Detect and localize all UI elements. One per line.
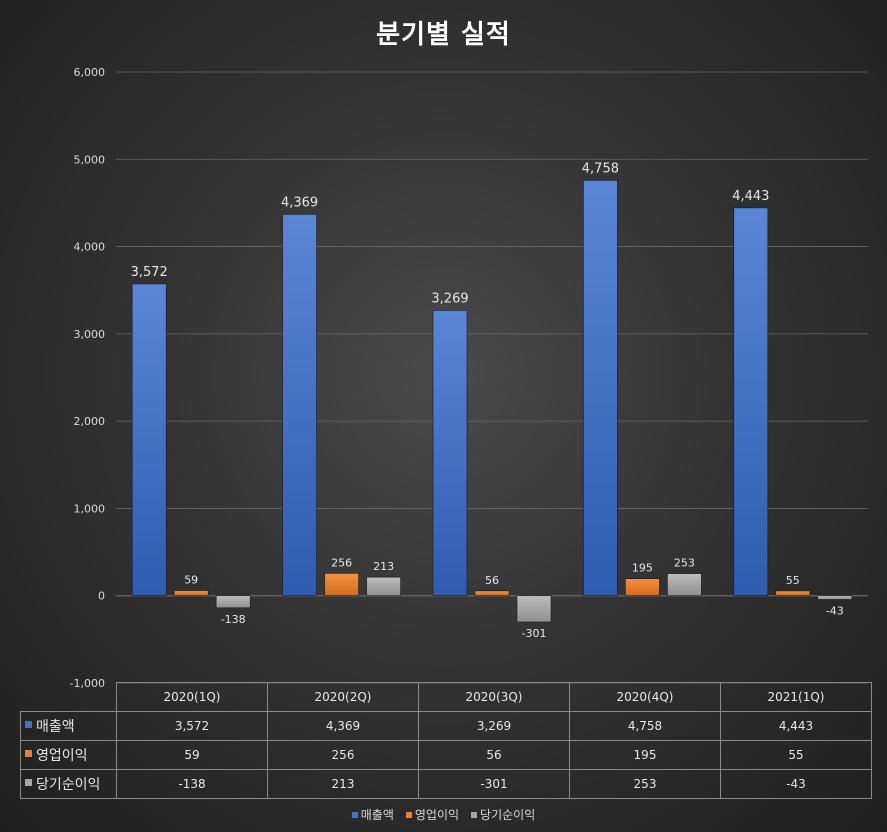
bar-series2-cat1: [366, 576, 401, 597]
series-swatch: [25, 778, 32, 786]
y-tick-label: 0: [98, 590, 105, 603]
legend-item: 영업이익: [405, 806, 460, 823]
data-label: 55: [786, 574, 800, 587]
legend-swatch: [405, 811, 412, 818]
table-cell: 256: [267, 740, 419, 770]
table-category-header: 2021(1Q): [720, 682, 872, 712]
y-tick-label: 1,000: [74, 502, 106, 515]
data-table: 2020(1Q) 2020(2Q) 2020(3Q) 2020(4Q) 2021(1Q)…: [20, 682, 872, 799]
table-row: 영업이익 59 256 56 195 55: [20, 740, 872, 770]
series-swatch: [25, 720, 32, 728]
bar-series0-cat4: [733, 207, 769, 597]
table-cell: -301: [418, 769, 570, 799]
data-label: 213: [373, 560, 394, 573]
data-label: 59: [184, 574, 198, 587]
bar-series0-cat2: [432, 310, 468, 597]
data-label: -43: [826, 604, 844, 617]
bar-series0-cat3: [583, 180, 618, 597]
table-cell: 3,572: [116, 711, 268, 741]
legend: 매출액 영업이익 당기순이익: [0, 806, 887, 823]
data-label: -301: [522, 627, 547, 640]
y-tick-label: 3,000: [74, 328, 106, 341]
table-cell: -138: [116, 769, 268, 799]
bar-series1-cat4: [775, 590, 811, 597]
legend-swatch: [471, 811, 478, 818]
bar-series0-cat1: [282, 214, 317, 597]
data-label: 195: [632, 562, 653, 575]
table-cell: 3,269: [418, 711, 570, 741]
legend-item: 당기순이익: [471, 806, 535, 823]
table-cell: 4,369: [267, 711, 419, 741]
data-label: 4,758: [582, 161, 619, 176]
table-row-label: 영업이익: [20, 740, 117, 770]
bar-series1-cat1: [324, 573, 359, 597]
table-category-header: 2020(1Q): [116, 682, 268, 712]
legend-item: 매출액: [351, 806, 394, 823]
bar-series2-cat4: [817, 595, 853, 600]
series-swatch: [25, 749, 32, 757]
bar-series0-cat0: [131, 283, 167, 597]
table-cell: -43: [720, 769, 872, 799]
table-category-header: 2020(2Q): [267, 682, 419, 712]
data-label: 256: [331, 556, 352, 569]
table-cell: 4,758: [569, 711, 721, 741]
y-tick-label: 4,000: [74, 241, 106, 254]
series-name: 영업이익: [36, 748, 88, 764]
y-tick-label: 5,000: [74, 153, 106, 166]
data-label: 253: [674, 557, 695, 570]
table-cell: 213: [267, 769, 419, 799]
table-row: 매출액 3,572 4,369 3,269 4,758 4,443: [20, 711, 872, 741]
y-tick-label: 2,000: [74, 415, 106, 428]
table-row-label: 매출액: [20, 711, 117, 741]
table-row: 당기순이익 -138 213 -301 253 -43: [20, 769, 872, 799]
table-category-header: 2020(3Q): [418, 682, 570, 712]
data-label: -138: [221, 613, 246, 626]
data-label: 4,443: [732, 189, 769, 204]
table-cell: 56: [418, 740, 570, 770]
table-cell: 195: [569, 740, 721, 770]
bar-series2-cat0: [215, 595, 251, 609]
table-cell: 4,443: [720, 711, 872, 741]
bar-series1-cat3: [625, 578, 660, 597]
legend-label: 매출액: [360, 808, 394, 822]
data-label: 3,269: [431, 291, 468, 306]
bar-series1-cat2: [474, 590, 510, 597]
chart-title: 분기별 실적: [376, 20, 511, 50]
data-label: 3,572: [131, 265, 168, 280]
legend-label: 영업이익: [414, 808, 460, 822]
legend-swatch: [351, 811, 358, 818]
table-cell: 55: [720, 740, 872, 770]
data-label: 56: [485, 574, 499, 587]
data-label: 4,369: [281, 195, 318, 210]
bar-series2-cat3: [667, 573, 702, 597]
table-cell: 59: [116, 740, 268, 770]
table-row-label: 당기순이익: [20, 769, 117, 799]
bar-series2-cat2: [516, 595, 552, 623]
table-category-header: 2020(4Q): [569, 682, 721, 712]
y-tick-label: 6,000: [74, 66, 106, 79]
bar-series1-cat0: [173, 590, 209, 597]
table-cell: 253: [569, 769, 721, 799]
series-name: 매출액: [36, 719, 75, 735]
series-name: 당기순이익: [36, 777, 101, 793]
y-tick-label: -1,000: [70, 677, 105, 690]
legend-label: 당기순이익: [480, 808, 536, 822]
